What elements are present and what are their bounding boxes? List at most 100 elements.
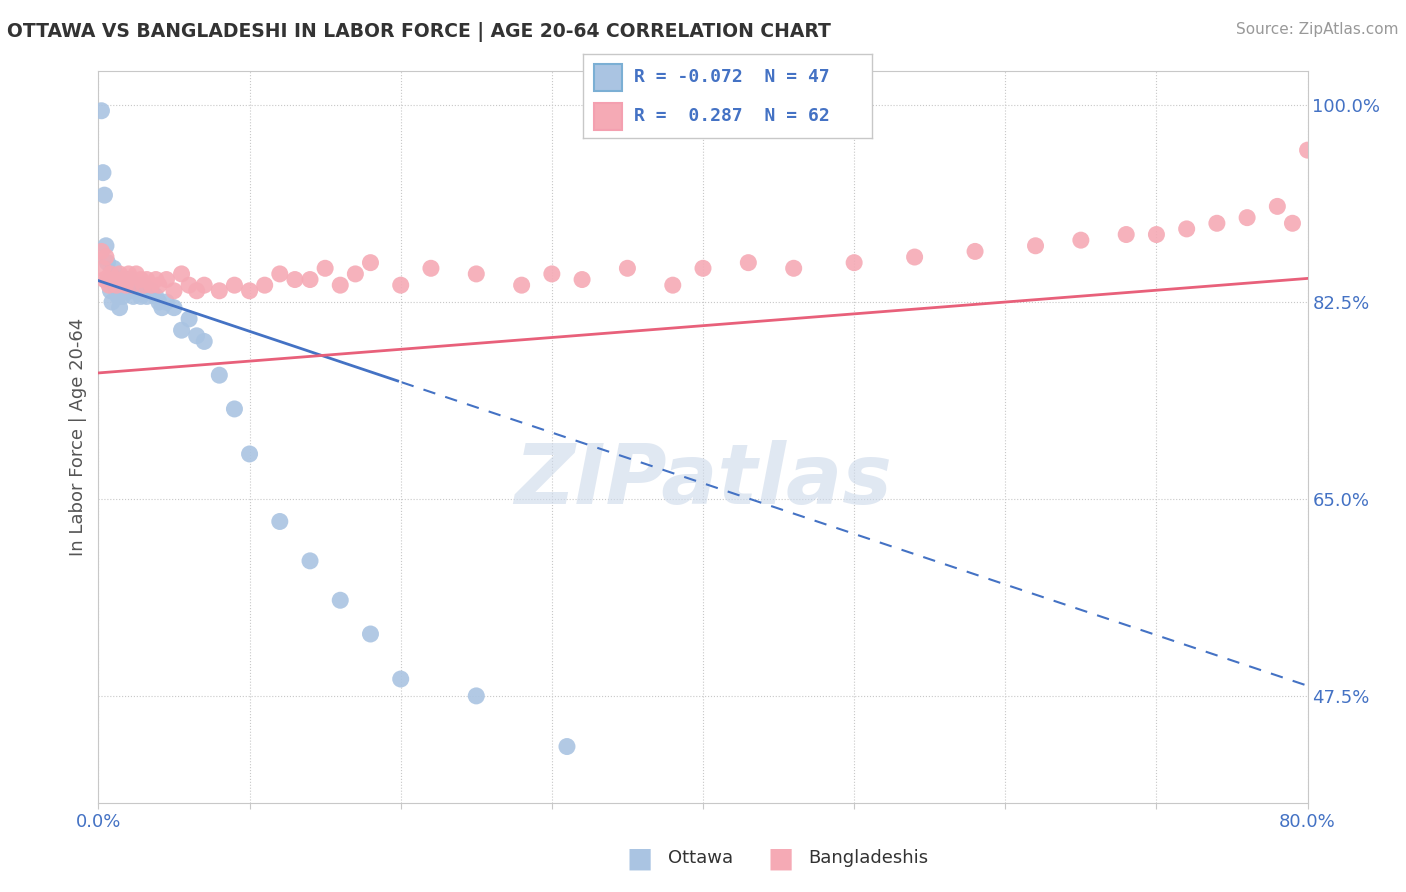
- Point: [111, 272, 134, 286]
- Point: [103, 272, 125, 286]
- FancyBboxPatch shape: [593, 103, 623, 130]
- Point: [186, 328, 208, 343]
- Point: [360, 255, 382, 269]
- Point: [389, 278, 412, 293]
- Point: [329, 593, 352, 607]
- Point: [465, 267, 488, 281]
- Point: [148, 278, 170, 293]
- Point: [110, 278, 132, 293]
- Point: [118, 284, 141, 298]
- Y-axis label: In Labor Force | Age 20-64: In Labor Force | Age 20-64: [69, 318, 87, 557]
- Point: [208, 368, 231, 383]
- Point: [239, 447, 262, 461]
- Point: [155, 272, 177, 286]
- Point: [115, 278, 138, 293]
- Point: [129, 272, 152, 286]
- Point: [269, 267, 291, 281]
- Point: [1206, 216, 1229, 230]
- Point: [170, 323, 193, 337]
- Point: [692, 261, 714, 276]
- Point: [1024, 239, 1046, 253]
- Point: [103, 261, 125, 276]
- Point: [314, 261, 336, 276]
- Point: [129, 289, 152, 303]
- Point: [93, 188, 115, 202]
- Text: ZIPatlas: ZIPatlas: [515, 441, 891, 522]
- Text: Ottawa: Ottawa: [668, 849, 733, 867]
- Text: R = -0.072  N = 47: R = -0.072 N = 47: [634, 69, 830, 87]
- Point: [98, 278, 121, 293]
- Point: [90, 244, 112, 259]
- Point: [179, 278, 201, 293]
- Point: [135, 272, 157, 286]
- Point: [965, 244, 987, 259]
- Point: [510, 278, 533, 293]
- Point: [145, 289, 167, 303]
- Point: [208, 284, 231, 298]
- Point: [299, 554, 322, 568]
- Point: [1144, 227, 1167, 242]
- Point: [93, 272, 115, 286]
- Point: [114, 272, 136, 286]
- Point: [91, 261, 114, 276]
- Text: R =  0.287  N = 62: R = 0.287 N = 62: [634, 107, 830, 125]
- Point: [122, 289, 145, 303]
- Point: [170, 267, 193, 281]
- Point: [107, 289, 129, 303]
- Point: [145, 272, 167, 286]
- Point: [91, 166, 114, 180]
- Point: [101, 295, 124, 310]
- Point: [121, 278, 143, 293]
- Point: [96, 272, 118, 286]
- Point: [141, 278, 163, 293]
- Point: [1281, 216, 1303, 230]
- Point: [904, 250, 927, 264]
- Point: [98, 272, 121, 286]
- Text: ■: ■: [627, 844, 652, 872]
- Point: [571, 272, 593, 286]
- Point: [193, 334, 215, 349]
- Point: [193, 278, 215, 293]
- Point: [253, 278, 276, 293]
- Point: [540, 267, 562, 281]
- Point: [737, 255, 759, 269]
- Point: [329, 278, 352, 293]
- FancyBboxPatch shape: [593, 63, 623, 91]
- Point: [141, 284, 163, 298]
- Point: [616, 261, 638, 276]
- Point: [105, 278, 128, 293]
- Point: [135, 289, 157, 303]
- Point: [783, 261, 806, 276]
- Point: [132, 278, 155, 293]
- Point: [344, 267, 367, 281]
- Point: [224, 401, 246, 416]
- Point: [90, 103, 112, 118]
- Point: [96, 255, 118, 269]
- Point: [100, 267, 122, 281]
- Point: [269, 515, 291, 529]
- Point: [163, 284, 186, 298]
- Point: [1070, 233, 1092, 247]
- Point: [299, 272, 322, 286]
- Text: OTTAWA VS BANGLADESHI IN LABOR FORCE | AGE 20-64 CORRELATION CHART: OTTAWA VS BANGLADESHI IN LABOR FORCE | A…: [7, 22, 831, 42]
- Point: [155, 295, 177, 310]
- Point: [1115, 227, 1137, 242]
- Point: [1267, 199, 1289, 213]
- Point: [661, 278, 683, 293]
- Text: Bangladeshis: Bangladeshis: [808, 849, 928, 867]
- Point: [420, 261, 443, 276]
- Point: [148, 295, 170, 310]
- Point: [114, 278, 136, 293]
- Point: [100, 284, 122, 298]
- Point: [163, 301, 186, 315]
- Point: [108, 301, 131, 315]
- Point: [125, 267, 148, 281]
- Point: [103, 272, 125, 286]
- Point: [105, 284, 128, 298]
- Text: ■: ■: [768, 844, 793, 872]
- Point: [360, 627, 382, 641]
- Point: [555, 739, 578, 754]
- Point: [1175, 222, 1198, 236]
- Point: [111, 289, 134, 303]
- Point: [104, 278, 127, 293]
